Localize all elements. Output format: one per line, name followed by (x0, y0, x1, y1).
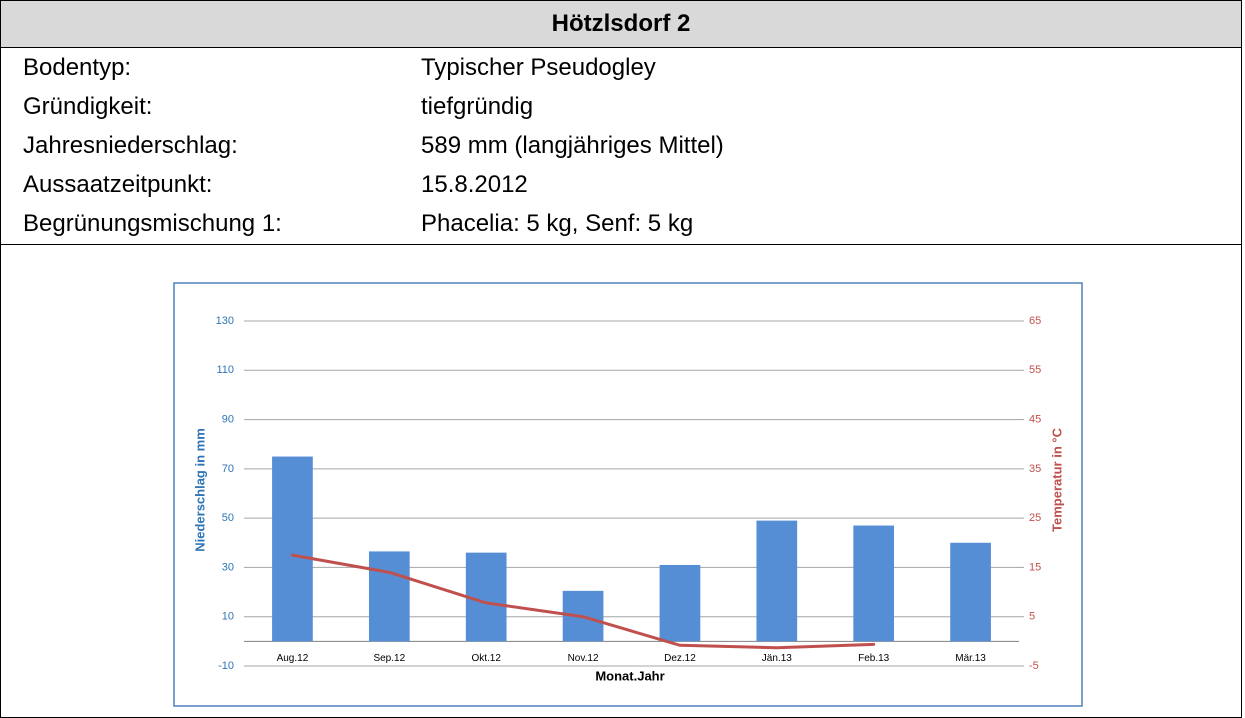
line (290, 553, 876, 650)
table-row: Begrünungsmischung 1: Phacelia: 5 kg, Sen… (1, 204, 1241, 243)
y-tick-label: 110 (216, 364, 234, 376)
x-tick-label: Mär.13 (955, 653, 986, 664)
y2-axis-title: Temperatur in °C (1049, 427, 1064, 532)
table-row: Gründigkeit: tiefgründig (1, 87, 1241, 126)
x-tick-label: Okt.12 (471, 653, 501, 664)
x-axis-title: Monat.Jahr (595, 668, 664, 683)
chart-frame (173, 282, 1083, 707)
y2-tick-label: 5 (1029, 611, 1035, 623)
row-value: Phacelia: 5 kg, Senf: 5 kg (421, 210, 694, 237)
y2-tick-label: 25 (1029, 512, 1041, 524)
y-tick-label: 70 (222, 463, 234, 475)
x-tick-label: Aug.12 (277, 653, 309, 664)
row-label: Gründigkeit: (23, 93, 153, 120)
bar (853, 525, 895, 642)
table-row: Aussaatzeitpunkt: 15.8.2012 (1, 165, 1241, 204)
row-value: tiefgründig (421, 93, 534, 120)
bar (272, 456, 313, 642)
x-tick-label: Dez.12 (664, 653, 696, 664)
row-label: Bodentyp: (23, 54, 132, 81)
bar (950, 542, 991, 642)
bar (368, 551, 410, 642)
row-separator (1, 244, 1241, 245)
bar (465, 552, 507, 642)
y-tick-label: 10 (222, 611, 234, 623)
y2-tick-label: 55 (1029, 364, 1041, 376)
row-value: 15.8.2012 (421, 171, 528, 198)
y-axis-title: Niederschlag in mm (192, 428, 207, 552)
table-title: Hötzlsdorf 2 (1, 1, 1241, 48)
row-value: Typischer Pseudogley (421, 54, 656, 81)
y-tick-label: 90 (222, 413, 234, 425)
y2-tick-label: 35 (1029, 463, 1041, 475)
y2-tick-label: -5 (1029, 660, 1039, 672)
x-tick-label: Sep.12 (373, 653, 405, 664)
bar (756, 520, 798, 642)
row-label: Begrünungsmischung 1: (23, 210, 282, 237)
table-row: Bodentyp: Typischer Pseudogley (1, 48, 1241, 87)
row-label: Aussaatzeitpunkt: (23, 171, 213, 198)
bar (659, 564, 701, 642)
table-row: Jahresniederschlag: 589 mm (langjähriges … (1, 126, 1241, 165)
y-tick-label: 50 (222, 512, 234, 524)
y-tick-label: 130 (216, 315, 234, 327)
x-tick-label: Nov.12 (568, 653, 599, 664)
y-tick-label: -10 (218, 660, 234, 672)
y2-tick-label: 15 (1029, 561, 1041, 573)
y2-tick-label: 65 (1029, 315, 1041, 327)
y2-tick-label: 45 (1029, 413, 1041, 425)
row-label: Jahresniederschlag: (23, 132, 238, 159)
row-value: 589 mm (langjähriges Mittel) (421, 132, 724, 159)
x-tick-label: Feb.13 (858, 653, 890, 664)
y-tick-label: 30 (222, 561, 234, 573)
x-tick-label: Jän.13 (762, 653, 792, 664)
